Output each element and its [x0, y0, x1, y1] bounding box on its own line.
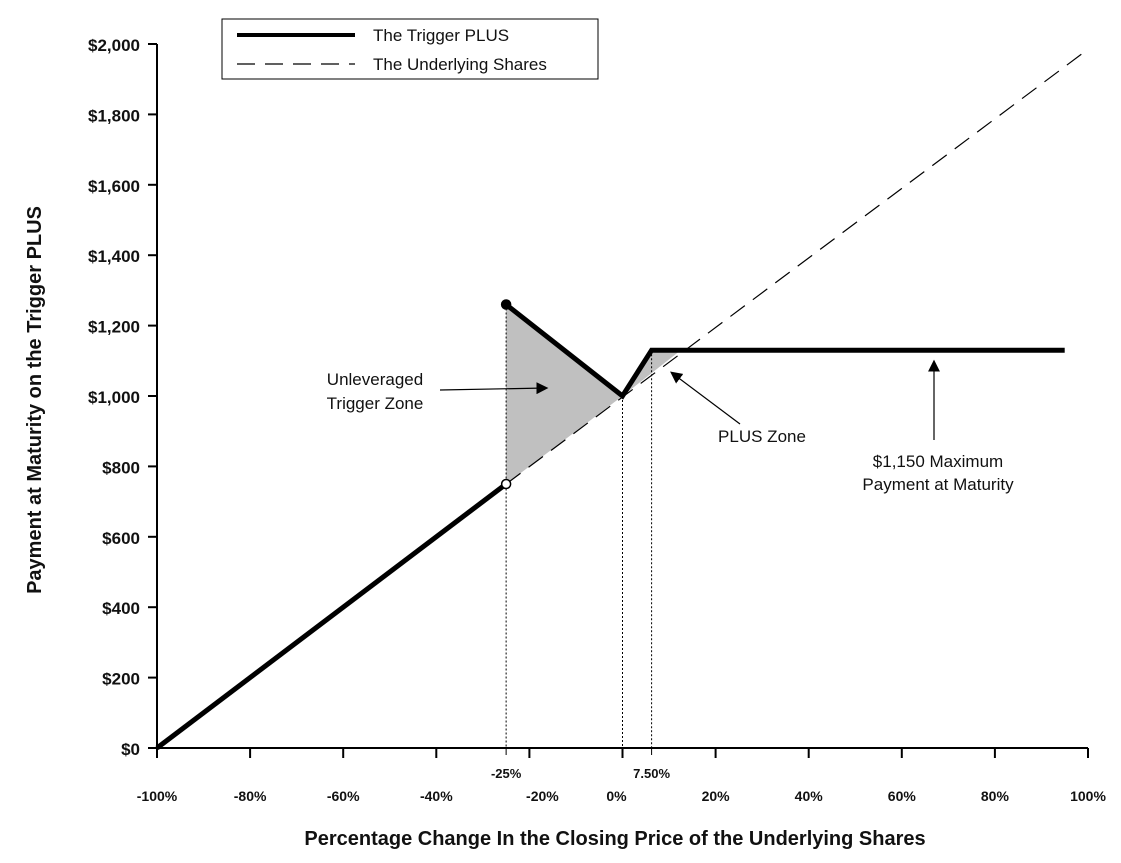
x-ticks: -100% -80% -60% -40% -20% 0% 20% 40% 60% 80% 100% -… [137, 748, 1106, 804]
annotation-plus-zone-label: PLUS Zone [718, 427, 806, 446]
annotation-unleveraged-arrow [439, 382, 549, 395]
y-tick-label-8: $1,600 [88, 177, 140, 196]
annotation-plus-zone: PLUS Zone [670, 371, 806, 446]
x-axis-title: Percentage Change In the Closing Price o… [304, 828, 925, 850]
annotation-max-payment: $1,150 Maximum Payment at Maturity [862, 359, 1014, 494]
shaded-region-1 [622, 350, 681, 396]
y-ticks: $0 $200 $400 $600 $800 $1,000 $1,200 $1,400 $1,6… [88, 36, 157, 759]
x-tick-label-0: -100% [137, 788, 178, 804]
x-tick-label-8: 60% [888, 788, 917, 804]
series [155, 48, 1089, 750]
x-tick-label-3: -40% [420, 788, 453, 804]
y-tick-label-0: $0 [121, 740, 140, 759]
legend-box [221, 18, 599, 80]
y-tick-label-1: $200 [102, 670, 140, 689]
x-tick-label-9: 80% [981, 788, 1010, 804]
annotation-unleveraged-line2: Trigger Zone [327, 394, 424, 413]
y-axis-title: Payment at Maturity on the Trigger PLUS [24, 206, 46, 594]
y-tick-label-2: $400 [102, 599, 140, 618]
annotation-max-payment-line1: $1,150 Maximum [873, 452, 1003, 471]
annotation-max-payment-line2: Payment at Maturity [862, 475, 1014, 494]
x-tick-label-2: -60% [327, 788, 360, 804]
y-tick-label-9: $1,800 [88, 106, 140, 125]
legend-label-underlying: The Underlying Shares [373, 55, 547, 74]
reference-lines [505, 304, 653, 748]
legend: The Trigger PLUS The Underlying Shares [221, 18, 599, 80]
x-tick-label-1: -80% [234, 788, 267, 804]
y-tick-label-5: $1,000 [88, 388, 140, 407]
trigger-plus-line-segment-1 [504, 302, 1065, 400]
underlying-shares-line [505, 48, 1089, 485]
x-tick-label-4: -20% [526, 788, 559, 804]
x-tick-label-10: 100% [1070, 788, 1106, 804]
x-special-tick-label-1: 7.50% [633, 766, 670, 781]
open-marker-1 [500, 478, 512, 490]
trigger-plus-line-segment-0 [155, 482, 508, 750]
shaded-regions [506, 304, 681, 484]
y-tick-label-10: $2,000 [88, 36, 140, 55]
y-tick-label-3: $600 [102, 529, 140, 548]
shaded-region-0 [506, 304, 623, 484]
y-tick-label-7: $1,400 [88, 247, 140, 266]
markers [500, 299, 512, 490]
annotation-plus-zone-arrow [670, 371, 741, 425]
annotation-unleveraged-trigger-zone: Unleveraged Trigger Zone [327, 370, 549, 413]
x-tick-label-6: 20% [702, 788, 731, 804]
legend-label-trigger-plus: The Trigger PLUS [373, 26, 509, 45]
filled-marker-0 [500, 299, 512, 310]
y-tick-label-4: $800 [102, 458, 140, 477]
x-special-tick-label-0: -25% [491, 766, 522, 781]
x-tick-label-7: 40% [795, 788, 824, 804]
x-tick-label-5: 0% [606, 788, 627, 804]
y-tick-label-6: $1,200 [88, 318, 140, 337]
annotation-unleveraged-line1: Unleveraged [327, 370, 423, 389]
